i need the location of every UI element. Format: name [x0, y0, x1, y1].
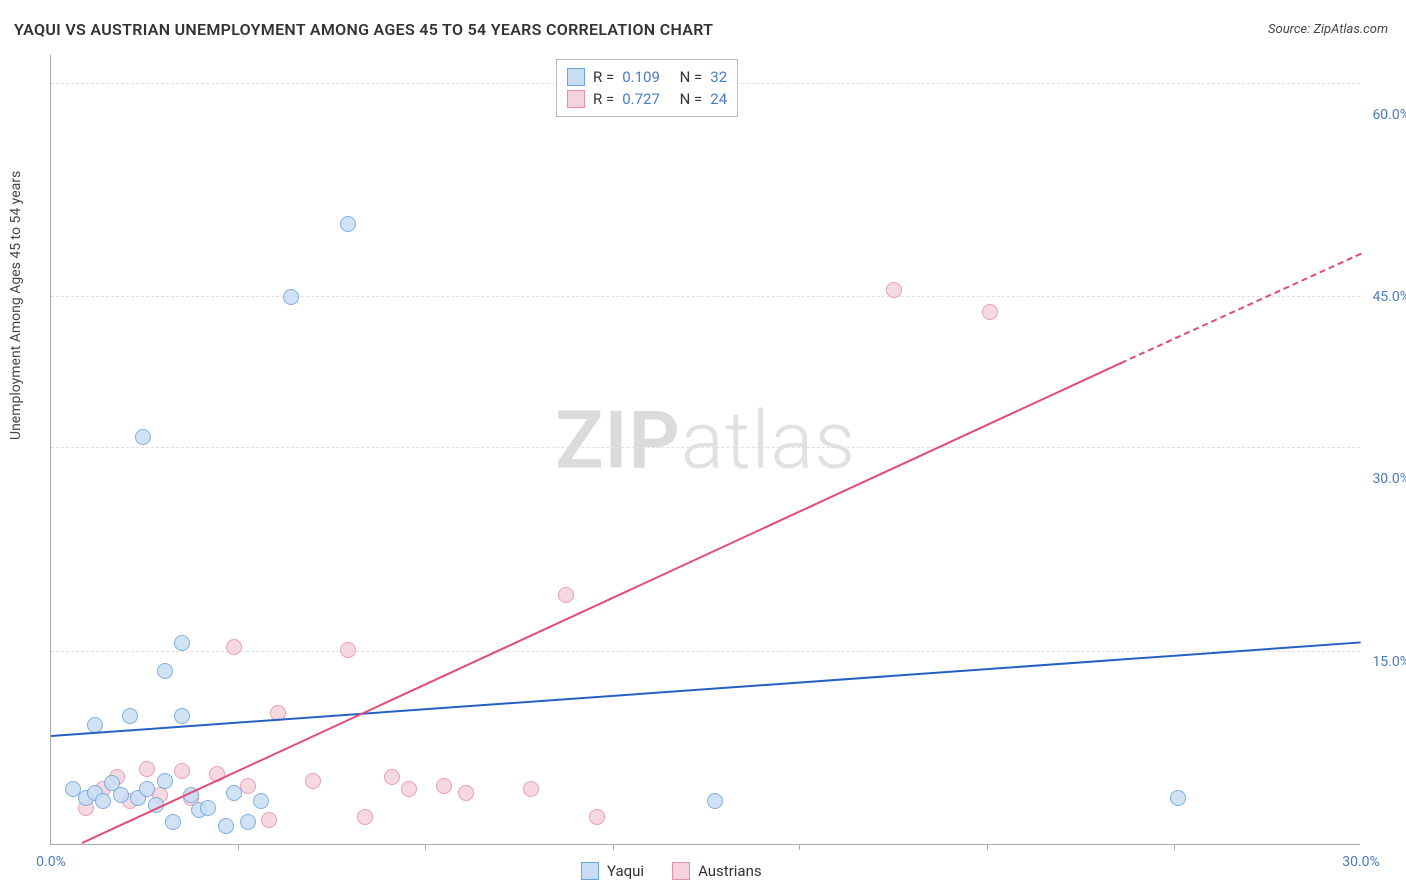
scatter-point-yaqui	[283, 289, 299, 305]
scatter-point-austrians	[384, 769, 400, 785]
scatter-point-austrians	[982, 304, 998, 320]
legend-item-yaqui: Yaqui	[581, 862, 644, 880]
swatch-austrians	[567, 90, 585, 108]
scatter-point-yaqui	[165, 814, 181, 830]
source-attribution: Source: ZipAtlas.com	[1268, 22, 1388, 37]
scatter-point-yaqui	[1170, 790, 1186, 806]
scatter-point-yaqui	[139, 781, 155, 797]
scatter-point-austrians	[261, 812, 277, 828]
y-tick-label: 15.0%	[1372, 654, 1406, 670]
scatter-point-austrians	[558, 587, 574, 603]
r-value-yaqui: 0.109	[622, 68, 660, 86]
x-tick	[1174, 844, 1175, 850]
y-tick-label: 30.0%	[1372, 471, 1406, 487]
scatter-point-austrians	[458, 785, 474, 801]
x-tick	[425, 844, 426, 850]
watermark: ZIPatlas	[555, 393, 856, 487]
scatter-point-austrians	[139, 761, 155, 777]
regression-line-yaqui	[51, 641, 1361, 737]
plot-area: ZIPatlas 15.0%30.0%45.0%60.0%0.0%30.0%	[50, 55, 1360, 845]
scatter-point-yaqui	[174, 708, 190, 724]
scatter-point-yaqui	[226, 785, 242, 801]
n-label: N =	[680, 68, 703, 86]
legend-label-austrians: Austrians	[698, 862, 762, 880]
watermark-light: atlas	[681, 393, 856, 487]
n-label: N =	[680, 90, 703, 108]
scatter-point-yaqui	[218, 818, 234, 834]
swatch-yaqui-icon	[581, 862, 599, 880]
n-value-austrians: 24	[710, 90, 727, 108]
legend-label-yaqui: Yaqui	[607, 862, 644, 880]
gridline	[51, 447, 1360, 448]
x-tick-label: 0.0%	[36, 854, 66, 870]
scatter-point-yaqui	[113, 787, 129, 803]
scatter-point-yaqui	[157, 663, 173, 679]
scatter-point-austrians	[305, 773, 321, 789]
legend-correlation: R = 0.109 N = 32 R = 0.727 N = 24	[556, 59, 738, 117]
source-name: ZipAtlas.com	[1313, 22, 1388, 37]
x-tick	[799, 844, 800, 850]
scatter-point-austrians	[174, 763, 190, 779]
scatter-point-yaqui	[200, 800, 216, 816]
y-tick-label: 60.0%	[1372, 107, 1406, 123]
scatter-point-austrians	[401, 781, 417, 797]
scatter-point-austrians	[226, 639, 242, 655]
scatter-point-yaqui	[95, 793, 111, 809]
r-label: R =	[593, 90, 614, 108]
scatter-point-yaqui	[253, 793, 269, 809]
scatter-point-austrians	[357, 809, 373, 825]
chart-title: YAQUI VS AUSTRIAN UNEMPLOYMENT AMONG AGE…	[14, 20, 713, 39]
x-tick	[613, 844, 614, 850]
scatter-point-austrians	[886, 282, 902, 298]
legend-series: Yaqui Austrians	[581, 862, 762, 880]
scatter-point-austrians	[523, 781, 539, 797]
legend-item-austrians: Austrians	[672, 862, 762, 880]
y-axis-label: Unemployment Among Ages 45 to 54 years	[8, 171, 24, 440]
source-label: Source:	[1268, 22, 1313, 37]
n-value-yaqui: 32	[710, 68, 727, 86]
x-tick	[238, 844, 239, 850]
y-tick-label: 45.0%	[1372, 289, 1406, 305]
r-label: R =	[593, 68, 614, 86]
scatter-point-austrians	[340, 642, 356, 658]
watermark-bold: ZIP	[555, 393, 681, 487]
scatter-point-yaqui	[707, 793, 723, 809]
gridline	[51, 296, 1360, 297]
scatter-point-yaqui	[174, 635, 190, 651]
gridline	[51, 651, 1360, 652]
scatter-point-yaqui	[157, 773, 173, 789]
scatter-point-yaqui	[340, 216, 356, 232]
x-tick	[987, 844, 988, 850]
regression-line-austrians	[81, 362, 1121, 844]
swatch-austrians-icon	[672, 862, 690, 880]
x-tick-label: 30.0%	[1342, 854, 1380, 870]
scatter-point-yaqui	[122, 708, 138, 724]
scatter-point-yaqui	[240, 814, 256, 830]
regression-line-austrians-dash	[1120, 253, 1361, 364]
legend-row-yaqui: R = 0.109 N = 32	[567, 66, 727, 88]
scatter-point-yaqui	[135, 429, 151, 445]
legend-row-austrians: R = 0.727 N = 24	[567, 88, 727, 110]
r-value-austrians: 0.727	[622, 90, 660, 108]
swatch-yaqui	[567, 68, 585, 86]
scatter-point-austrians	[436, 778, 452, 794]
scatter-point-austrians	[589, 809, 605, 825]
